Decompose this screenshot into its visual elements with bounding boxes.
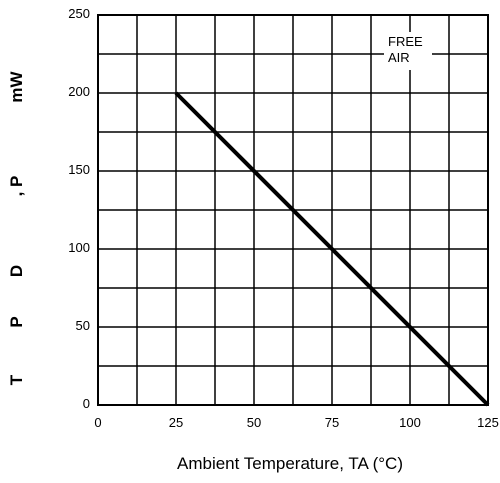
y-axis-label-part-2: P: [7, 316, 26, 327]
x-tick-label: 125: [477, 415, 499, 430]
x-axis-label: Ambient Temperature, TA (°C): [177, 454, 403, 473]
y-axis-label-part-4: , P: [7, 176, 26, 197]
y-axis-label-part-3: D: [7, 265, 26, 277]
x-tick-label: 100: [399, 415, 421, 430]
y-axis-label-part-5: mW: [7, 70, 26, 102]
series-layer: [174, 91, 490, 407]
annotation-line-2: AIR: [388, 50, 410, 65]
x-tick-label: 50: [247, 415, 261, 430]
plot-frame: [97, 14, 489, 406]
y-tick-label: 200: [68, 84, 90, 99]
derating-line: [174, 91, 490, 407]
y-tick-label: 150: [68, 162, 90, 177]
x-tick-label: 0: [94, 415, 101, 430]
y-tick-label: 50: [76, 318, 90, 333]
annotation-line-1: FREE: [388, 34, 423, 49]
y-tick-label: 0: [83, 396, 90, 411]
y-tick-label: 100: [68, 240, 90, 255]
x-tick-label: 75: [325, 415, 339, 430]
annotation-background: [384, 32, 432, 70]
y-tick-label: 250: [68, 6, 90, 21]
y-tick-labels: 0 50 100 150 200 250: [68, 6, 90, 411]
x-tick-label: 25: [169, 415, 183, 430]
x-tick-labels: 0 25 50 75 100 125: [94, 415, 498, 430]
y-axis-label-part-1: T: [7, 374, 26, 385]
